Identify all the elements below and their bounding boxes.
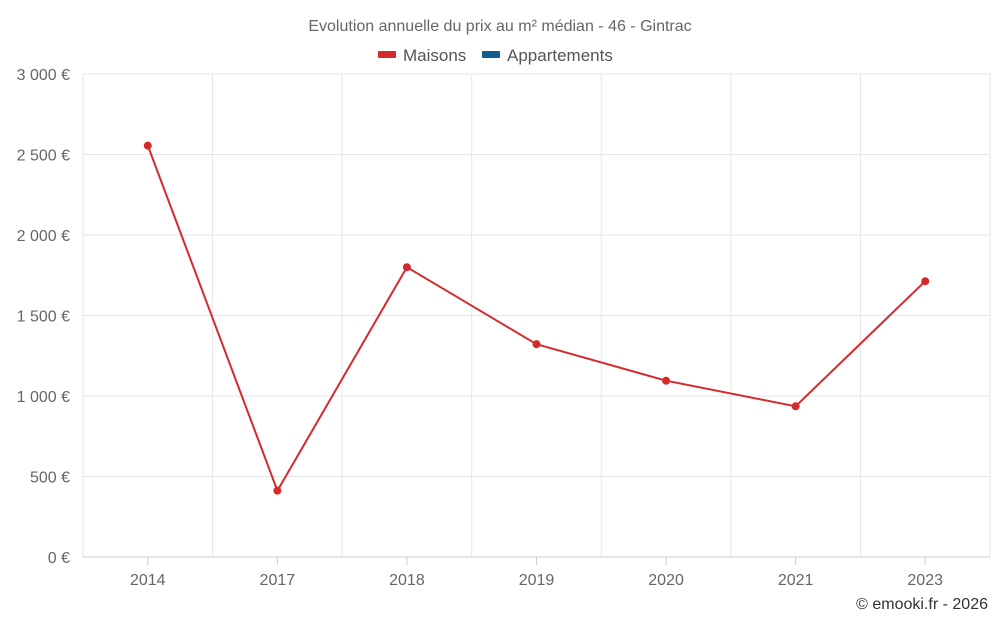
x-tick-label: 2018 — [389, 572, 425, 589]
legend: Maisons Appartements — [378, 46, 613, 65]
legend-swatch-maisons[interactable] — [378, 51, 396, 58]
series-line-0 — [146, 144, 927, 492]
x-tick-label: 2014 — [130, 572, 166, 589]
y-tick-label: 3 000 € — [17, 67, 70, 84]
y-tick-label: 2 500 € — [17, 148, 70, 165]
axes: 0 € 500 € 1 000 € 1 500 € 2 000 € 2 500 € 3 00… — [17, 67, 990, 589]
y-tick-label: 500 € — [30, 470, 70, 487]
data-point[interactable] — [791, 402, 800, 411]
y-tick-label: 0 € — [48, 550, 70, 567]
series-layer — [143, 141, 930, 495]
data-point[interactable] — [273, 486, 282, 495]
x-tick-label: 2019 — [519, 572, 555, 589]
x-tick-label: 2021 — [778, 572, 814, 589]
credit-text[interactable]: © emooki.fr - 2026 — [856, 596, 988, 613]
y-tick-label: 1 000 € — [17, 389, 70, 406]
x-tick-label: 2017 — [260, 572, 296, 589]
y-tick-label: 2 000 € — [17, 228, 70, 245]
legend-label-maisons[interactable]: Maisons — [403, 46, 466, 65]
legend-swatch-appartements[interactable] — [482, 51, 500, 58]
chart-title: Evolution annuelle du prix au m² médian … — [308, 18, 691, 35]
data-point[interactable] — [532, 340, 541, 349]
legend-label-appartements[interactable]: Appartements — [507, 46, 613, 65]
x-tick-label: 2023 — [907, 572, 943, 589]
grid — [82, 73, 991, 557]
data-point[interactable] — [402, 263, 411, 272]
data-point[interactable] — [921, 277, 930, 286]
data-point[interactable] — [143, 141, 152, 150]
y-tick-label: 1 500 € — [17, 309, 70, 326]
data-point[interactable] — [662, 376, 671, 385]
x-tick-label: 2020 — [648, 572, 684, 589]
